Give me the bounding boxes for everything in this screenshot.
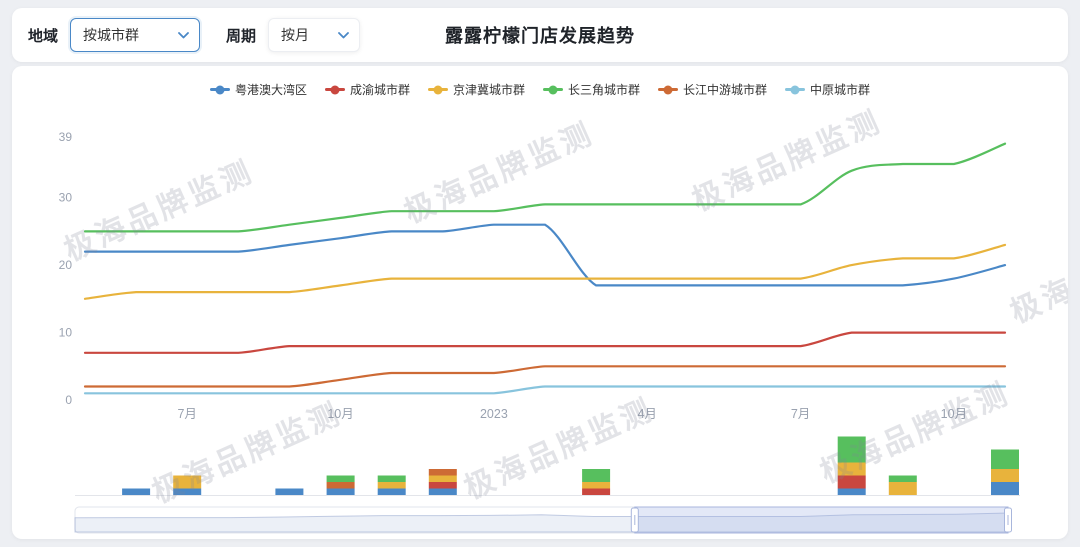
y-axis-tick: 10: [59, 326, 73, 340]
bar-segment[interactable]: [582, 469, 611, 482]
bar-segment[interactable]: [173, 475, 202, 489]
period-label: 周期: [226, 27, 257, 45]
legend-marker-icon: [324, 85, 345, 94]
page-title: 露露柠檬门店发展趋势: [445, 26, 635, 46]
y-axis-tick: 20: [59, 258, 73, 272]
bar-segment[interactable]: [326, 482, 355, 489]
y-axis-tick: 39: [59, 130, 73, 144]
bar-segment[interactable]: [377, 482, 406, 489]
bar-segment[interactable]: [837, 436, 866, 463]
legend-marker-icon: [658, 85, 679, 94]
bar-segment[interactable]: [377, 488, 406, 496]
header-bar: 地域 按城市群 周期 按月 露露柠檬门店发展趋势: [12, 8, 1068, 62]
region-select[interactable]: 按城市群: [70, 18, 201, 52]
bar-segment[interactable]: [275, 488, 304, 496]
legend-item[interactable]: 长江中游城市群: [658, 81, 767, 98]
region-select-value: 按城市群: [83, 27, 140, 43]
bar-segment[interactable]: [991, 449, 1019, 470]
bar-segment[interactable]: [428, 488, 457, 496]
y-axis-tick: 30: [59, 191, 73, 205]
legend-item[interactable]: 长三角城市群: [543, 81, 640, 98]
bar-segment[interactable]: [837, 488, 866, 496]
legend-marker-icon: [785, 85, 806, 94]
y-axis-tick: 0: [65, 393, 72, 407]
legend-item[interactable]: 京津冀城市群: [427, 81, 525, 98]
x-axis-tick: 10月: [941, 407, 967, 421]
bar-segment[interactable]: [888, 475, 917, 483]
bar-segment[interactable]: [991, 469, 1019, 482]
chevron-down-icon: [338, 31, 349, 39]
line-series: [83, 331, 1007, 354]
period-select-value: 按月: [281, 27, 310, 43]
legend-marker-icon: [209, 85, 230, 94]
bar-segment[interactable]: [428, 475, 457, 483]
bar-segment[interactable]: [582, 482, 611, 489]
legend-item[interactable]: 中原城市群: [785, 81, 870, 98]
line-series: [83, 243, 1007, 300]
chart-panel: 0 10 20 30 39 7月 10月 2023 4月 7月 10月 粤港澳大湾区 成渝城市群 京津冀…: [12, 66, 1068, 539]
datazoom-shadow: [74, 512, 1009, 533]
bar-segment[interactable]: [326, 475, 355, 483]
region-label: 地域: [28, 27, 59, 45]
bar-segment[interactable]: [428, 482, 457, 489]
legend-item[interactable]: 成渝城市群: [324, 81, 410, 98]
line-series: [83, 365, 1007, 388]
bar-segment[interactable]: [326, 488, 355, 496]
legend-label: 长江中游城市群: [683, 83, 768, 97]
legend-label: 长三角城市群: [568, 83, 641, 97]
bar-segment[interactable]: [837, 462, 866, 476]
line-series: [83, 142, 1007, 233]
x-axis-tick: 10月: [327, 407, 353, 421]
legend-marker-icon: [427, 85, 448, 94]
chart-legend: 粤港澳大湾区 成渝城市群 京津冀城市群 长三角城市群 长江中游城市群 中原城市群: [12, 66, 1068, 98]
chevron-down-icon: [178, 31, 189, 39]
line-series: [83, 223, 1007, 287]
bar-segment[interactable]: [837, 475, 866, 489]
x-axis-tick: 7月: [791, 407, 810, 421]
bar-segment[interactable]: [582, 488, 611, 496]
x-axis-tick: 2023: [480, 407, 508, 421]
legend-item[interactable]: 粤港澳大湾区: [209, 81, 307, 98]
legend-label: 中原城市群: [810, 83, 871, 97]
bar-segment[interactable]: [173, 488, 202, 496]
legend-label: 粤港澳大湾区: [234, 83, 307, 97]
bar-segment[interactable]: [991, 482, 1019, 495]
x-axis-tick: 4月: [637, 407, 656, 421]
datazoom-window[interactable]: [634, 506, 1009, 534]
legend-label: 京津冀城市群: [452, 83, 525, 97]
bar-segment[interactable]: [428, 469, 457, 476]
legend-marker-icon: [543, 85, 563, 94]
line-series: [83, 385, 1007, 395]
trend-chart-canvas[interactable]: 0 10 20 30 39 7月 10月 2023 4月 7月 10月: [12, 66, 1068, 539]
bar-segment[interactable]: [888, 482, 917, 495]
x-axis-tick: 7月: [177, 407, 196, 421]
legend-label: 成渝城市群: [349, 83, 410, 97]
bar-segment[interactable]: [377, 475, 406, 483]
period-select[interactable]: 按月: [268, 18, 361, 52]
bar-segment[interactable]: [122, 488, 151, 496]
